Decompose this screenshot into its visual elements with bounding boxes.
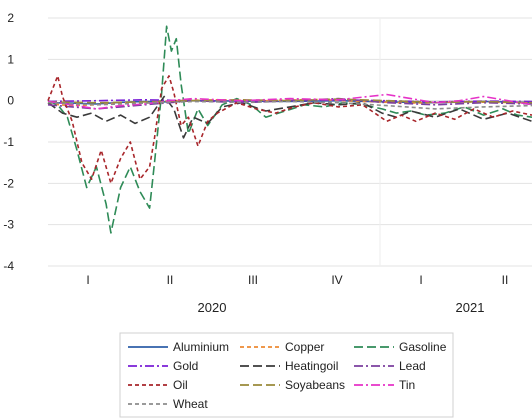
quarter-tick-label: III — [248, 273, 258, 287]
legend-label: Tin — [399, 378, 415, 392]
legend: Aluminium Copper Gasoline Gold Heatingoil Lea… — [119, 332, 454, 418]
y-axis-ticks: 2 1 0 -1 -2 -3 -4 — [3, 11, 14, 273]
quarter-tick-label: I — [419, 273, 422, 287]
quarter-tick-label: I — [86, 273, 89, 287]
year-label: 2020 — [198, 300, 227, 315]
y-tick-label: 0 — [7, 94, 14, 108]
legend-label: Gasoline — [399, 340, 447, 354]
y-tick-label: 1 — [7, 52, 14, 66]
y-tick-label: -3 — [3, 218, 14, 232]
series-line-gasoline — [47, 25, 532, 234]
legend-label: Aluminium — [173, 340, 229, 354]
legend-label: Wheat — [173, 397, 208, 411]
series-line-soyabeans — [47, 98, 532, 104]
quarter-tick-label: II — [167, 273, 174, 287]
y-tick-label: 2 — [7, 11, 14, 25]
legend-label: Soyabeans — [285, 378, 345, 392]
legend-label: Lead — [399, 359, 426, 373]
year-label: 2021 — [456, 300, 485, 315]
y-tick-label: -2 — [3, 176, 14, 190]
legend-box — [119, 332, 454, 418]
series-line-wheat — [47, 100, 532, 110]
series-line-oil — [47, 75, 532, 185]
legend-label: Heatingoil — [285, 359, 338, 373]
legend-label: Gold — [173, 359, 198, 373]
series-lines — [47, 25, 532, 234]
quarter-tick-label: II — [502, 273, 509, 287]
y-tick-label: -1 — [3, 135, 14, 149]
legend-label: Oil — [173, 378, 188, 392]
quarter-tick-label: IV — [331, 273, 342, 287]
series-line-heatingoil — [47, 95, 532, 139]
y-tick-label: -4 — [3, 259, 14, 273]
gridlines — [48, 17, 532, 267]
legend-label: Copper — [285, 340, 324, 354]
